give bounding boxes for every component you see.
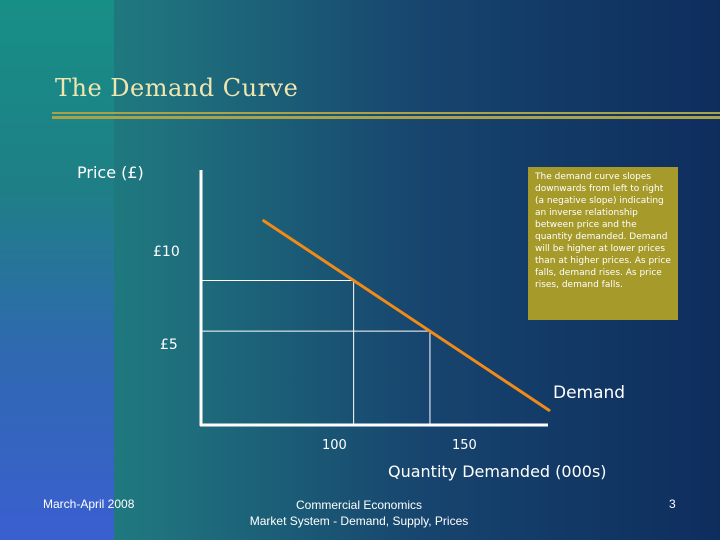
footer-course: Commercial Economics <box>295 498 423 512</box>
y-tick-5: £5 <box>160 337 178 353</box>
explanation-note: The demand curve slopes downwards from l… <box>528 167 678 320</box>
demand-series-label: Demand <box>553 383 626 403</box>
footer-page-number: 3 <box>669 497 676 511</box>
footer-center: Commercial Economics Market System - Dem… <box>240 497 478 529</box>
title-rule-top <box>52 112 720 114</box>
x-tick-150: 150 <box>452 438 477 453</box>
x-tick-100: 100 <box>322 438 347 453</box>
demand-curve <box>262 219 551 412</box>
footer-subtitle: Market System - Demand, Supply, Prices <box>249 514 469 528</box>
slide-title: The Demand Curve <box>55 74 299 102</box>
footer-date: March-April 2008 <box>43 497 135 511</box>
y-tick-10: £10 <box>153 244 180 260</box>
title-rule-bottom <box>52 116 720 119</box>
x-axis-label: Quantity Demanded (000s) <box>388 462 607 481</box>
y-axis-label: Price (£) <box>77 163 144 182</box>
side-strip <box>0 0 114 540</box>
